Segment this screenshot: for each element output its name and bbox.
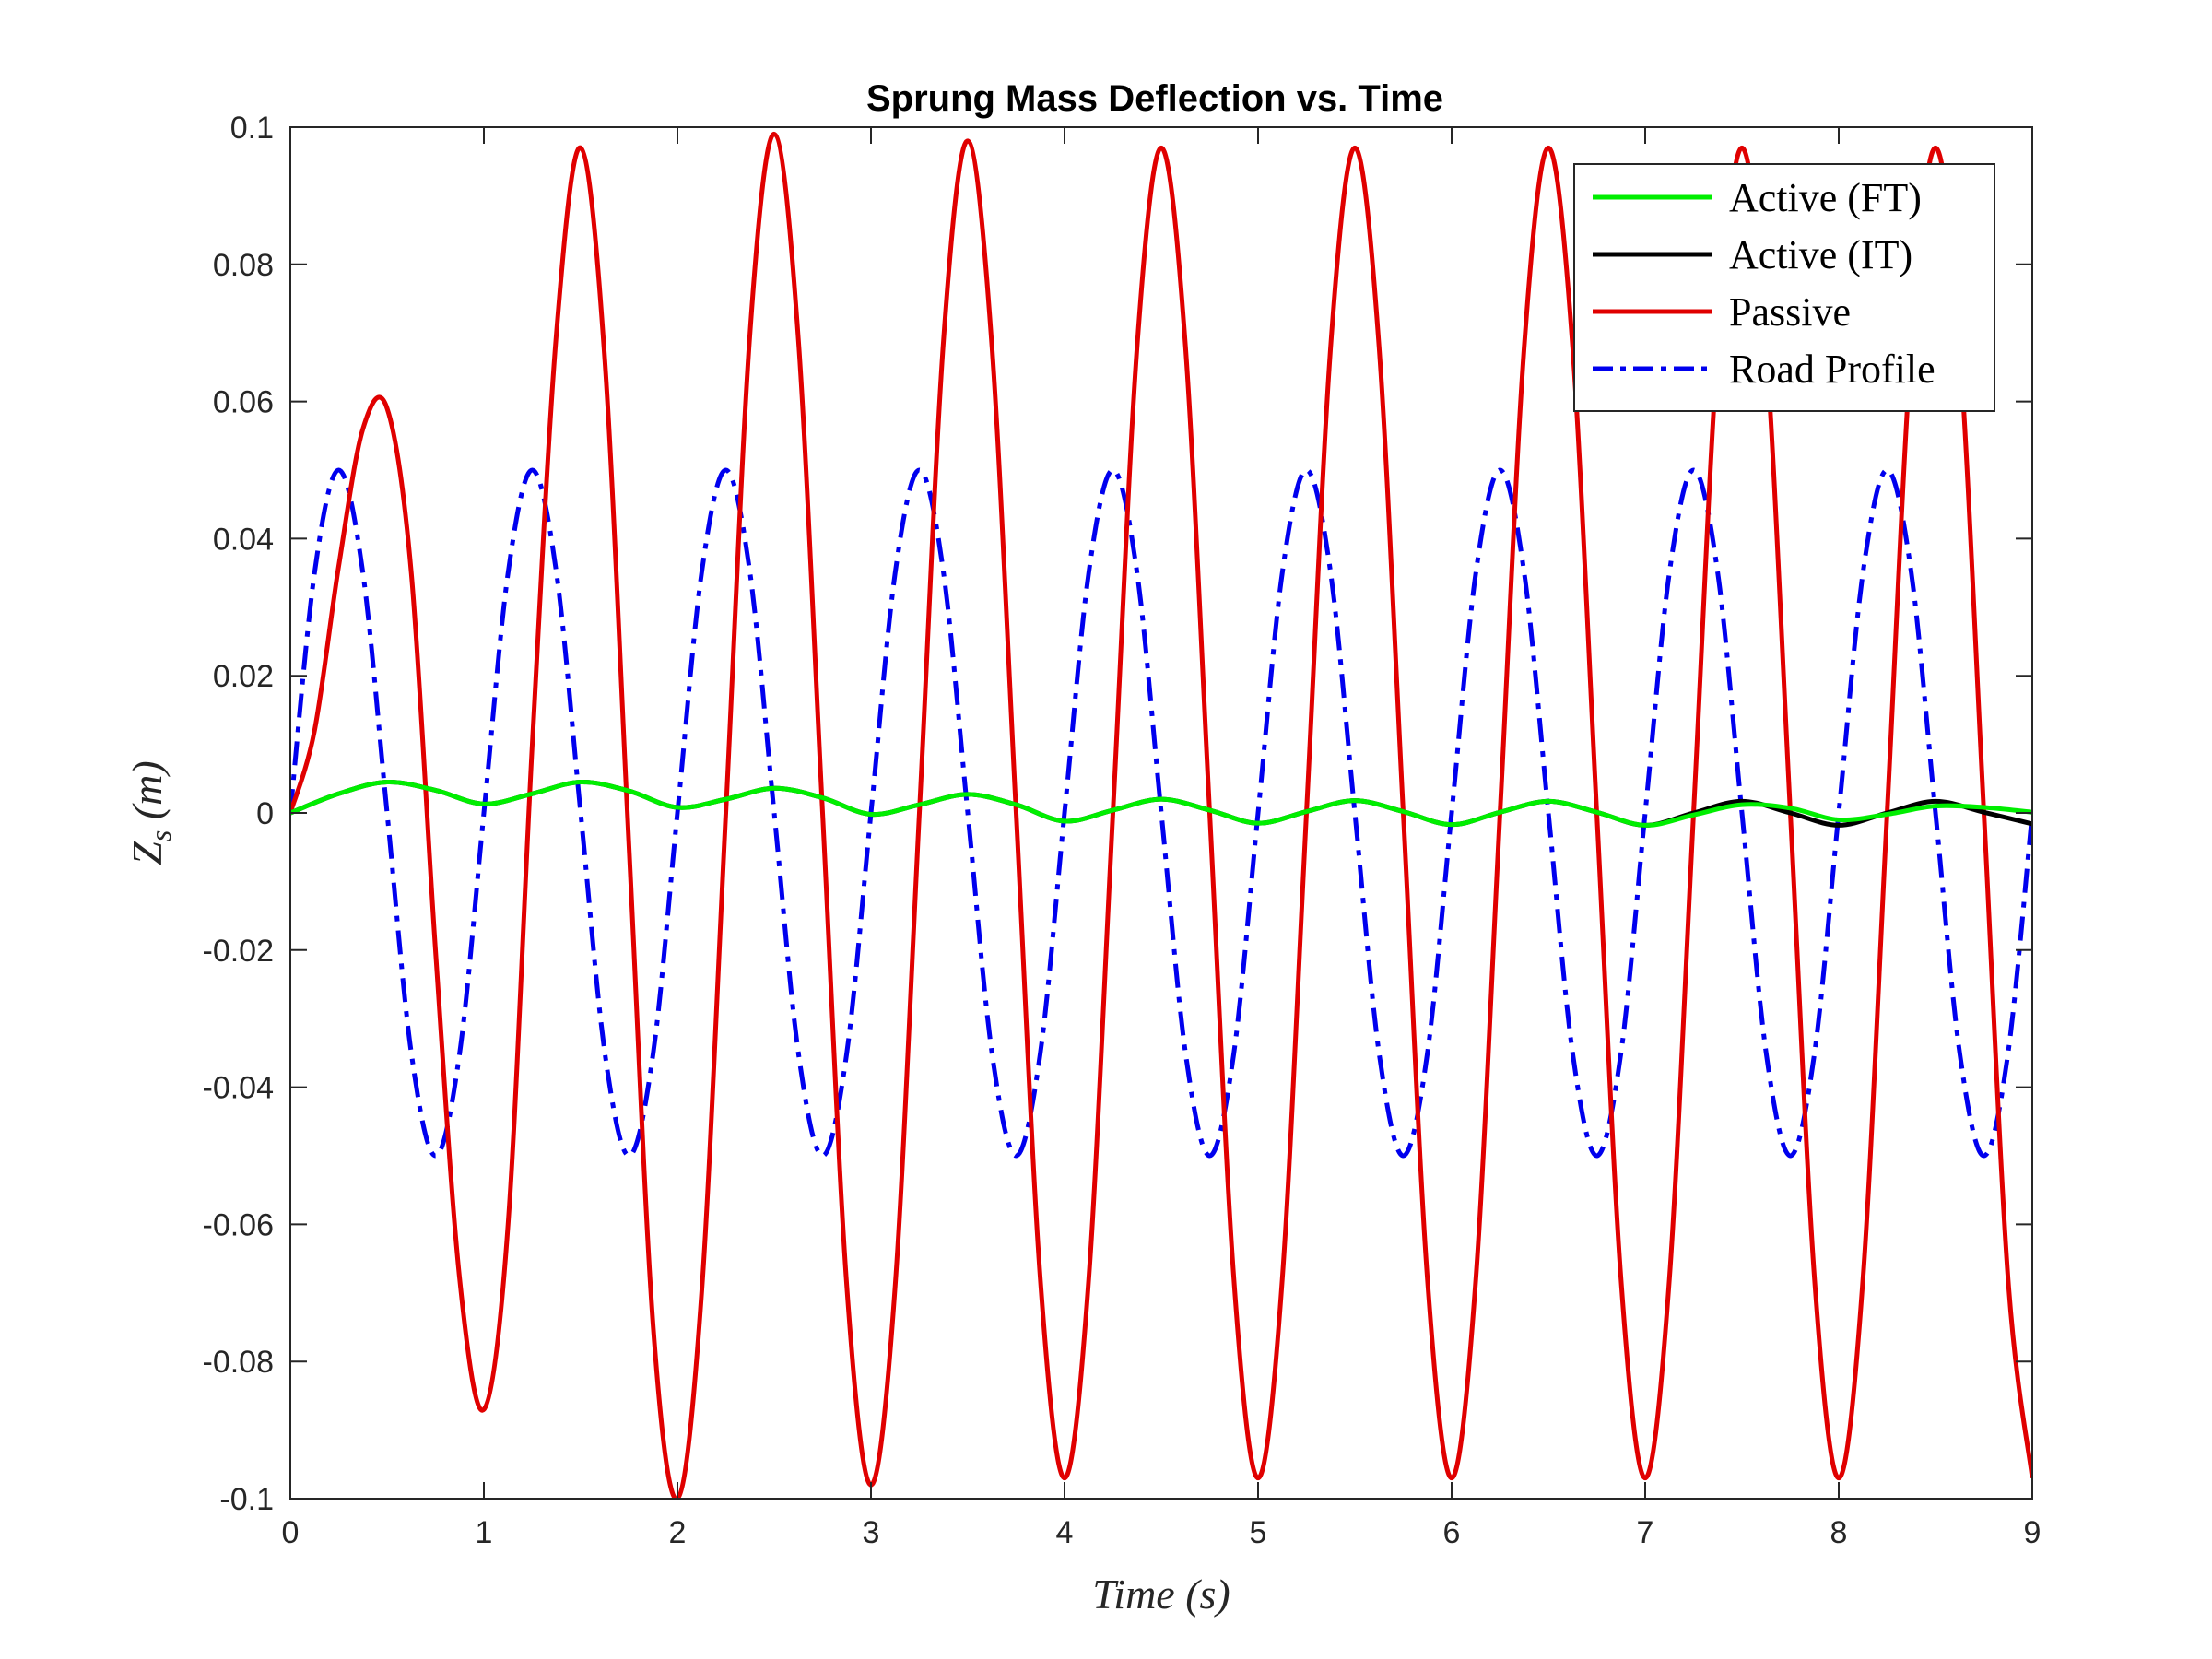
x-tick-label: 0 [282, 1515, 300, 1550]
y-axis-label-subscript: s [144, 830, 177, 841]
y-axis-label-main: Z [124, 841, 171, 865]
y-tick-label: 0.1 [230, 111, 274, 146]
y-tick-label: 0.06 [213, 385, 274, 420]
y-tick-label: -0.1 [219, 1482, 274, 1517]
x-tick-label: 9 [2024, 1515, 2041, 1550]
x-tick-label: 8 [1830, 1515, 1848, 1550]
x-axis-label: Time (s) [1092, 1571, 1230, 1618]
x-tick-label: 7 [1637, 1515, 1654, 1550]
y-tick-label: -0.04 [203, 1071, 275, 1106]
x-tick-label: 6 [1443, 1515, 1461, 1550]
y-tick-label: 0.02 [213, 659, 274, 694]
legend-label: Passive [1729, 289, 1851, 335]
legend-label: Active (IT) [1729, 232, 1912, 277]
x-tick-label: 3 [863, 1515, 880, 1550]
y-tick-label: 0 [256, 796, 274, 831]
y-tick-label: 0.08 [213, 248, 274, 283]
x-axis: 0 1 2 3 4 5 6 7 8 9 [282, 127, 2041, 1550]
legend-label: Road Profile [1729, 347, 1936, 392]
legend-label: Active (FT) [1729, 175, 1922, 220]
y-tick-label: -0.08 [203, 1345, 275, 1380]
x-tick-label: 5 [1250, 1515, 1267, 1550]
series-line-active-ft [290, 780, 2032, 828]
series-line-road-profile [290, 467, 2032, 1159]
chart-title: Sprung Mass Deflection vs. Time [866, 78, 1443, 119]
y-tick-label: -0.02 [203, 934, 275, 969]
x-tick-label: 1 [476, 1515, 493, 1550]
y-tick-label: 0.04 [213, 522, 274, 557]
x-tick-label: 4 [1056, 1515, 1074, 1550]
y-axis-label-unit: (m) [124, 760, 171, 830]
y-axis-label: Zs (m) [124, 760, 177, 865]
y-axis: -0.1 -0.08 -0.06 -0.04 -0.02 0 0.02 0.04 0.06 0.0… [203, 111, 2032, 1517]
legend-entries: Active (FT) Active (IT) Passive Road Profil… [1593, 175, 1936, 392]
x-tick-label: 2 [669, 1515, 687, 1550]
y-tick-label: -0.06 [203, 1207, 275, 1242]
legend: Active (FT) Active (IT) Passive Road Profil… [1573, 163, 1995, 412]
